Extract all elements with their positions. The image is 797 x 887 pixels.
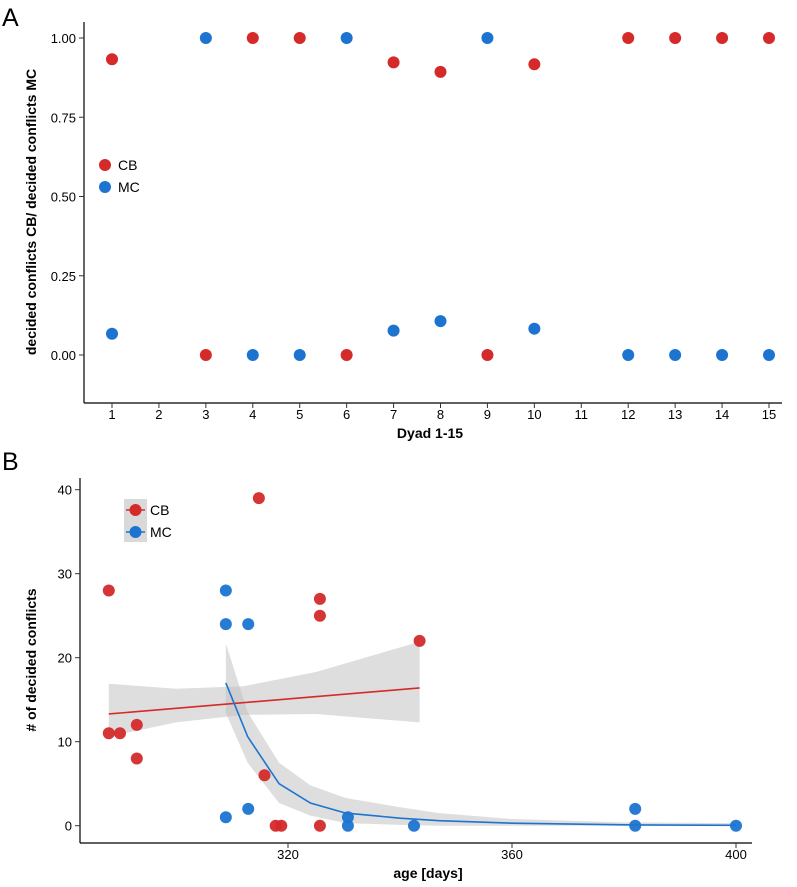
x-tick-label: 4 — [249, 407, 256, 422]
point-cb — [313, 609, 326, 622]
x-tick-label: 360 — [501, 847, 523, 862]
x-tick-label: 14 — [715, 407, 729, 422]
point-mc — [242, 618, 255, 631]
legend-label-cb: CB — [150, 502, 169, 518]
point-cb — [114, 727, 126, 740]
point-cb — [258, 769, 271, 782]
point-cb — [413, 634, 426, 647]
point-mc — [246, 349, 259, 361]
x-tick-label: 5 — [296, 407, 303, 422]
x-tick-label: 7 — [390, 407, 397, 422]
fit-line-mc — [225, 682, 737, 827]
panel-b-x-axis-label: age [days] — [393, 865, 462, 881]
point-mc — [408, 819, 420, 832]
point-mc — [629, 819, 642, 832]
point-mc — [716, 349, 729, 361]
point-mc — [387, 324, 400, 337]
point-cb — [622, 32, 635, 44]
point-cb — [246, 32, 259, 44]
point-mc — [629, 802, 642, 815]
point-cb — [340, 349, 353, 361]
point-cb — [106, 53, 118, 66]
point-cb — [199, 349, 212, 361]
point-cb — [313, 819, 326, 832]
point-mc — [341, 819, 354, 832]
point-mc — [730, 819, 742, 832]
panel-a-plot: 1 2 3 4 5 6 7 8 9 10 11 12 13 14 150.000.250.500.751.0… — [51, 22, 782, 422]
point-mc — [763, 349, 775, 361]
x-tick-label: 12 — [621, 407, 635, 422]
y-tick-label: 0.50 — [51, 190, 76, 205]
x-tick-label: 15 — [762, 407, 776, 422]
x-tick-label: 13 — [668, 407, 682, 422]
point-mc — [434, 315, 447, 328]
point-cb — [763, 32, 775, 44]
point-cb — [313, 592, 326, 605]
x-tick-label: 320 — [277, 847, 299, 862]
x-tick-label: 10 — [527, 407, 541, 422]
point-cb — [528, 58, 541, 71]
legend-label-cb: CB — [118, 157, 137, 173]
point-cb — [387, 56, 400, 69]
legend-marker-cb — [129, 504, 142, 516]
point-cb — [252, 492, 265, 505]
point-mc — [219, 811, 232, 824]
point-mc — [528, 322, 541, 335]
point-mc — [669, 349, 682, 361]
fit-line-cb — [108, 687, 420, 715]
point-cb — [481, 349, 494, 361]
point-mc — [481, 32, 494, 44]
y-tick-label: 0 — [65, 819, 72, 834]
y-tick-label: 1.00 — [51, 31, 76, 46]
x-tick-label: 8 — [437, 407, 444, 422]
x-tick-label: 1 — [108, 407, 115, 422]
point-cb — [102, 727, 115, 740]
point-mc — [106, 327, 118, 340]
legend-marker-cb — [99, 159, 111, 171]
point-cb — [130, 718, 143, 731]
point-cb — [130, 752, 143, 765]
legend-marker-mc — [129, 526, 142, 538]
y-tick-label: 20 — [58, 651, 72, 666]
point-cb — [669, 32, 682, 44]
x-tick-label: 9 — [484, 407, 491, 422]
legend-label-mc: MC — [150, 524, 172, 540]
y-tick-label: 0.25 — [51, 269, 76, 284]
point-cb — [293, 32, 306, 44]
legend-label-mc: MC — [118, 179, 140, 195]
x-tick-label: 3 — [202, 407, 209, 422]
panel-a-x-axis-label: Dyad 1-15 — [397, 425, 463, 441]
y-tick-label: 40 — [58, 483, 72, 498]
y-tick-label: 0.75 — [51, 110, 76, 125]
x-tick-label: 400 — [725, 847, 747, 862]
panel-a-y-axis-label: decided conflicts CB/ decided conflicts … — [23, 69, 39, 355]
y-tick-label: 10 — [58, 735, 72, 750]
point-cb — [716, 32, 729, 44]
y-tick-label: 30 — [58, 567, 72, 582]
x-tick-label: 6 — [343, 407, 350, 422]
point-mc — [219, 584, 232, 597]
panel-a-label: A — [2, 4, 19, 32]
point-mc — [242, 802, 255, 815]
point-mc — [340, 32, 353, 44]
point-cb — [434, 65, 447, 78]
x-tick-label: 11 — [575, 407, 589, 422]
y-tick-label: 0.00 — [51, 348, 76, 363]
legend-marker-mc — [99, 181, 111, 193]
point-cb — [275, 819, 288, 832]
point-mc — [293, 349, 306, 361]
panel-b-plot: 320 360 400 0 10 20 30 40 CB MC — [58, 478, 752, 862]
point-cb — [102, 584, 115, 597]
point-mc — [199, 32, 212, 44]
point-mc — [341, 811, 354, 824]
confidence-ribbon-cb — [108, 641, 420, 737]
panel-b-y-axis-label: # of decided conflicts — [23, 588, 39, 731]
point-mc — [219, 618, 232, 631]
point-mc — [622, 349, 635, 361]
panel-b-label: B — [2, 448, 19, 476]
x-tick-label: 2 — [155, 407, 162, 422]
